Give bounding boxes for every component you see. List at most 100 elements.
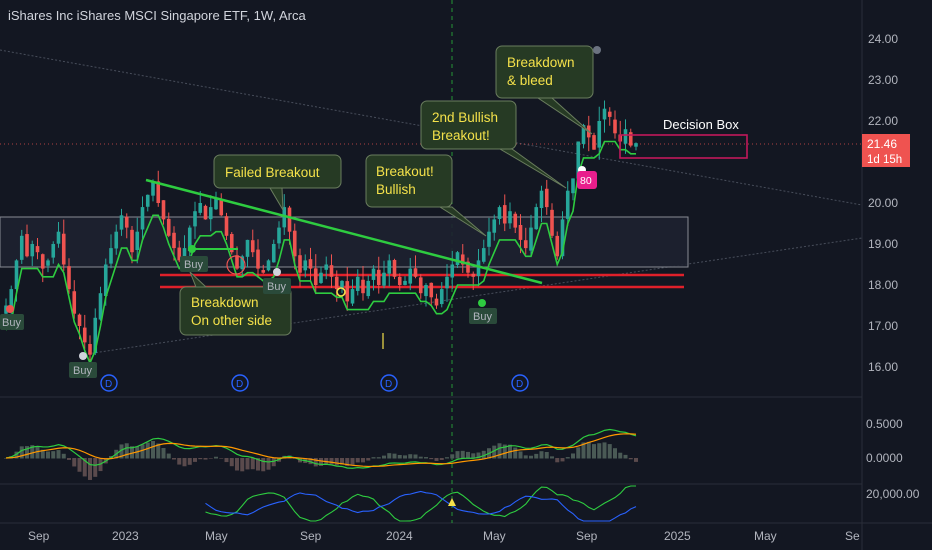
macd-histogram-bar: [313, 458, 318, 467]
candle-body: [623, 129, 628, 144]
macd-histogram-bar: [607, 444, 612, 459]
macd-histogram-bar: [161, 448, 166, 459]
macd-histogram-bar: [403, 455, 407, 459]
candle-body: [35, 246, 40, 253]
macd-histogram-bar: [187, 458, 192, 465]
macd-histogram-bar: [208, 458, 213, 459]
candle-body: [439, 289, 444, 305]
macd-histogram-bar: [366, 458, 371, 461]
macd-histogram-bar: [177, 458, 182, 465]
macd-histogram-bar: [182, 458, 187, 467]
macd-histogram-bar: [466, 451, 470, 459]
candle-body: [376, 269, 381, 285]
candle-body: [124, 216, 129, 228]
macd-histogram-bar: [82, 458, 87, 477]
macd-histogram-bar: [345, 458, 350, 467]
macd-histogram-bar: [219, 458, 224, 459]
callout-breakout-bullish[interactable]: Breakout! Bullish: [365, 154, 487, 237]
macd-histogram-bar: [418, 456, 423, 459]
candle-body: [460, 254, 465, 265]
macd-histogram-bar: [198, 458, 203, 460]
current-price-label: 21.46 1d 15h: [862, 134, 910, 167]
candle-body: [565, 190, 570, 219]
candle-body: [145, 194, 150, 207]
macd-histogram-bar: [235, 458, 239, 471]
macd-histogram-bar: [119, 444, 124, 459]
dividend-marker[interactable]: D: [511, 374, 529, 392]
macd-histogram-bar: [329, 458, 334, 465]
candle-body: [224, 216, 229, 236]
macd-histogram-bar: [271, 458, 276, 467]
callout-failed-breakout[interactable]: Failed Breakout: [213, 154, 342, 211]
time-tick-label: Se: [845, 529, 860, 543]
price-axis[interactable]: 24.0023.0022.0021.0020.0019.0018.0017.00…: [868, 32, 898, 374]
candle-body: [208, 207, 213, 220]
macd-histogram-bar: [445, 457, 449, 459]
indicator-axis[interactable]: 0.5000 0.0000: [866, 417, 903, 465]
buy-signal-4[interactable]: Buy: [263, 268, 291, 294]
candle-body: [397, 276, 402, 285]
badge-80[interactable]: 80: [577, 171, 597, 189]
dividend-label: D: [385, 379, 392, 390]
candle-body: [198, 203, 203, 213]
buy-signal-5[interactable]: Buy: [469, 299, 497, 324]
candle-body: [508, 211, 512, 224]
buy-signal-2[interactable]: Buy: [69, 352, 97, 378]
macd-histogram-bar: [597, 443, 602, 459]
candle-body: [187, 227, 192, 252]
candle-body: [628, 132, 633, 146]
candle-body: [103, 264, 108, 296]
dividend-marker[interactable]: D: [100, 374, 118, 392]
price-tick-label: 17.00: [868, 319, 898, 333]
candle-body: [429, 282, 434, 298]
macd-histogram-bar: [40, 449, 45, 459]
macd-histogram-bar: [151, 441, 155, 459]
candle-body: [371, 268, 376, 280]
candle-body: [387, 260, 392, 274]
candle-body: [361, 279, 365, 294]
candle-body: [19, 235, 24, 260]
candle-body: [544, 188, 549, 208]
buy-signal-3[interactable]: Buy: [180, 256, 208, 272]
macd-histogram-bar: [166, 453, 171, 459]
macd-histogram-bar: [424, 457, 428, 459]
macd-histogram-bar: [634, 458, 638, 462]
callout-second-breakout[interactable]: 2nd Bullish Breakout!: [420, 100, 567, 189]
candle-body: [56, 231, 61, 244]
macd-histogram-bar: [203, 458, 208, 460]
oscillator-line-blue: [205, 490, 637, 522]
macd-histogram-bar: [382, 455, 386, 459]
candle-body: [250, 240, 255, 253]
macd-histogram-bar: [229, 458, 234, 467]
range-box: [0, 216, 689, 268]
macd-histogram-bar: [455, 451, 460, 459]
decision-box[interactable]: [619, 134, 748, 159]
candle-body: [9, 289, 14, 308]
candle-body: [182, 248, 187, 259]
buy-signal-1[interactable]: Buy: [0, 305, 24, 330]
price-tick-label: 20.00: [868, 196, 898, 210]
volume-axis[interactable]: 20,000.00: [866, 487, 920, 501]
macd-histogram-bar: [261, 458, 266, 472]
candle-body: [271, 244, 276, 263]
time-axis[interactable]: Sep 2023 May Sep 2024 May Sep 2025 May Se: [28, 529, 860, 543]
dividend-marker[interactable]: D: [231, 374, 249, 392]
candle-body: [424, 285, 428, 297]
callout-breakdown-bleed[interactable]: Breakdown & bleed: [495, 45, 594, 135]
candle-body: [602, 108, 607, 120]
callout-second-breakout-l2: Breakout!: [432, 128, 490, 143]
dividend-marker[interactable]: D: [380, 374, 398, 392]
oscillator-pane: [205, 485, 637, 522]
candle-body: [109, 248, 113, 264]
candle-body: [513, 213, 518, 228]
callout-breakdown-other[interactable]: Breakdown On other side: [179, 271, 292, 336]
macd-histogram-bar: [51, 451, 56, 459]
candle-body: [350, 289, 355, 304]
macd-histogram-bar: [518, 451, 523, 459]
candle-body: [256, 249, 260, 269]
macd-histogram-bar: [550, 456, 554, 459]
macd-histogram-bar: [172, 458, 176, 460]
candle-body: [434, 298, 439, 306]
candle-body: [82, 327, 87, 343]
